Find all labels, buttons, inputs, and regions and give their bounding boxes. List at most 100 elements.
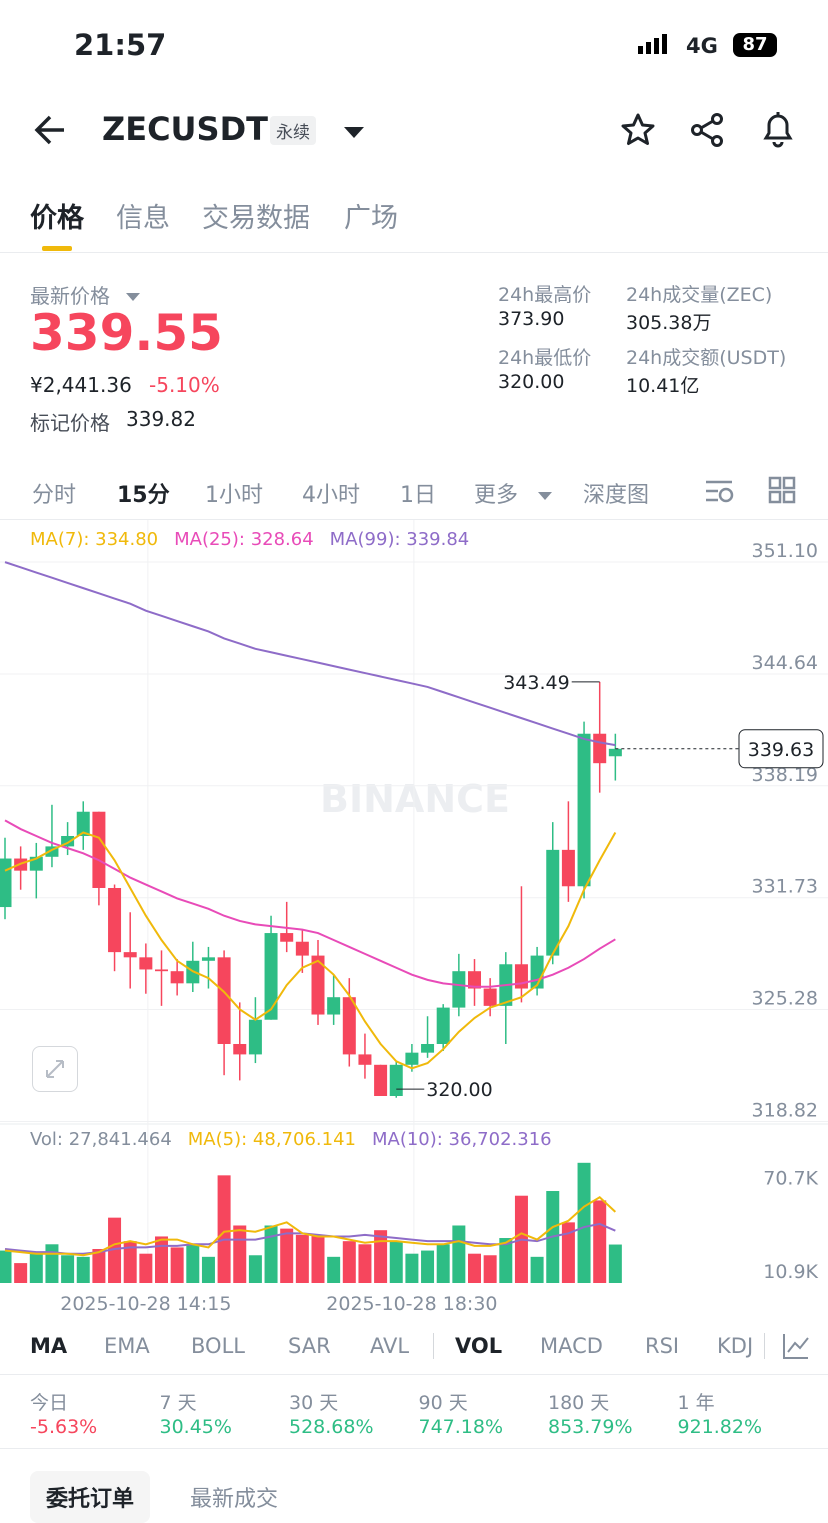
back-button[interactable] xyxy=(32,112,68,152)
volume-bar xyxy=(421,1250,435,1283)
indicator[interactable]: SAR xyxy=(288,1334,331,1358)
candle-body xyxy=(92,811,106,888)
stat-value: 305.38万 xyxy=(626,312,712,334)
symbol[interactable]: ZECUSDT xyxy=(102,110,268,148)
period-change: 853.79% xyxy=(548,1416,633,1438)
indicator[interactable]: VOL xyxy=(455,1334,503,1358)
candle-body xyxy=(514,964,528,989)
stat-value: 320.00 xyxy=(498,371,565,393)
alert[interactable] xyxy=(760,110,796,152)
interval[interactable]: 4小时 xyxy=(302,483,360,508)
volume-bar xyxy=(311,1234,325,1283)
candle-body xyxy=(608,748,622,757)
volume-bar xyxy=(499,1238,513,1283)
candle-body xyxy=(295,941,309,956)
separator xyxy=(764,1333,765,1359)
chart-tools[interactable] xyxy=(782,1332,810,1364)
mark-price: 339.82 xyxy=(126,407,196,431)
period-change: 528.68% xyxy=(289,1416,374,1438)
volume-bar xyxy=(155,1236,168,1283)
indicator[interactable]: KDJ xyxy=(717,1334,754,1358)
tab[interactable]: 广场 xyxy=(344,203,398,234)
indicator[interactable]: MACD xyxy=(540,1334,603,1358)
share[interactable] xyxy=(690,112,726,152)
divider xyxy=(0,252,828,253)
candle-body xyxy=(139,957,153,970)
indicator[interactable]: MA xyxy=(30,1334,68,1358)
interval[interactable]: 1日 xyxy=(400,483,436,508)
stat-label: 24h最高价 xyxy=(498,284,592,306)
volume-bar xyxy=(530,1256,544,1283)
volume-tick-label: 10.9K xyxy=(763,1261,818,1283)
price-change: -5.10% xyxy=(149,373,220,397)
divider xyxy=(0,1374,828,1375)
volume-bar xyxy=(108,1217,122,1283)
bottom-tab[interactable]: 最新成交 xyxy=(190,1487,279,1512)
volume-bar xyxy=(593,1200,607,1283)
fullscreen-button[interactable] xyxy=(32,1046,78,1092)
x-tick-label: 2025-10-28 14:15 xyxy=(60,1293,231,1315)
layout-icon[interactable] xyxy=(768,476,796,508)
price-label: 最新价格 xyxy=(30,284,110,308)
candle-body xyxy=(327,997,341,1015)
candle-body xyxy=(217,957,231,1044)
volume-bar xyxy=(217,1175,231,1283)
period-change: 921.82% xyxy=(677,1416,763,1438)
low-label: 320.00 xyxy=(426,1079,492,1101)
price-caret xyxy=(126,287,140,306)
volume-bar xyxy=(45,1244,59,1283)
volume-bar xyxy=(327,1256,341,1283)
expand-icon xyxy=(46,1060,64,1078)
period: 今日 xyxy=(30,1392,69,1414)
candle-body xyxy=(483,988,497,1006)
ma-legend: MA(7): 334.80 xyxy=(30,529,158,550)
watermark: BINANCE xyxy=(320,777,510,821)
interval[interactable]: 分时 xyxy=(32,483,77,508)
candle-body xyxy=(248,1019,262,1055)
volume-bar xyxy=(76,1256,90,1283)
candle-body xyxy=(155,969,168,972)
candle-body xyxy=(374,1064,388,1096)
cny-price: ¥2,441.36 xyxy=(30,373,132,397)
interval[interactable]: 15分 xyxy=(117,483,170,508)
period-change: 30.45% xyxy=(159,1416,232,1438)
interval[interactable]: 1小时 xyxy=(205,483,263,508)
stat-label: 24h最低价 xyxy=(498,347,592,369)
indicator[interactable]: EMA xyxy=(104,1334,150,1358)
separator xyxy=(433,1333,434,1359)
candle-body xyxy=(170,971,184,984)
period: 180 天 xyxy=(548,1392,610,1414)
indicator[interactable]: BOLL xyxy=(191,1334,245,1358)
volume-tick-label: 70.7K xyxy=(763,1167,818,1189)
indicator[interactable]: AVL xyxy=(370,1334,410,1358)
candle-body xyxy=(201,957,215,961)
candle-body xyxy=(561,849,575,887)
settings-icon[interactable] xyxy=(704,476,736,510)
indicator[interactable]: RSI xyxy=(645,1334,680,1358)
interval[interactable]: 深度图 xyxy=(583,483,650,508)
favorite[interactable] xyxy=(620,112,656,152)
interval[interactable]: 更多 xyxy=(474,483,519,508)
caret xyxy=(126,293,140,301)
candle-body xyxy=(61,835,75,847)
candle-body xyxy=(389,1064,403,1096)
caret xyxy=(538,492,552,500)
volume-bar xyxy=(342,1241,356,1283)
dropdown[interactable] xyxy=(344,124,364,143)
bottom-tab[interactable]: 委托订单 xyxy=(30,1471,151,1523)
tab[interactable]: 交易数据 xyxy=(202,203,310,234)
candle-body xyxy=(421,1043,435,1053)
volume-bar xyxy=(186,1244,200,1283)
ma7-line xyxy=(4,831,617,1070)
tab[interactable]: 价格 xyxy=(30,203,84,234)
tab[interactable]: 信息 xyxy=(116,203,170,234)
more-caret xyxy=(538,486,552,505)
candle-body xyxy=(405,1052,419,1065)
candle-body xyxy=(108,887,122,953)
volume-bar xyxy=(452,1225,466,1283)
volume-bar xyxy=(139,1253,153,1283)
high-label: 343.49 xyxy=(503,672,569,694)
volume-bar xyxy=(389,1241,403,1283)
settings-svg xyxy=(706,480,734,503)
candle-body xyxy=(233,1043,247,1055)
